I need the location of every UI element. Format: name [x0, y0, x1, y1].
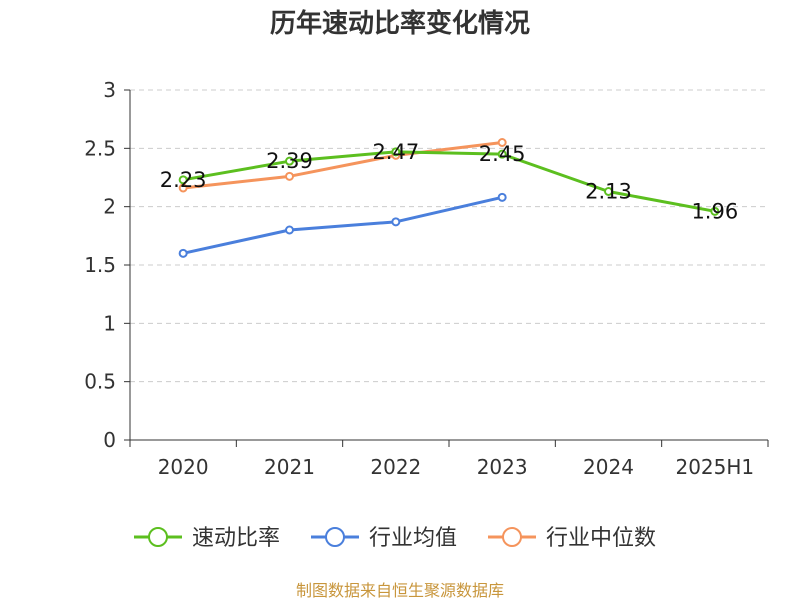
legend-item[interactable]: 行业均值	[311, 526, 457, 551]
data-point	[497, 149, 507, 159]
series-line	[183, 141, 503, 190]
y-tick-label: 3	[103, 78, 116, 102]
source-note: 制图数据来自恒生聚源数据库	[296, 581, 504, 600]
data-label: 2.45	[479, 142, 526, 166]
y-tick-label: 0.5	[84, 370, 116, 394]
data-point	[285, 156, 294, 166]
legend-label: 速动比率	[192, 526, 280, 551]
x-tick-label: 2023	[477, 455, 528, 479]
data-label: 2.47	[372, 140, 419, 164]
data-label: 1.96	[691, 199, 738, 223]
data-label: 2.13	[585, 180, 632, 204]
data-point	[178, 175, 188, 185]
series-layer	[178, 138, 720, 258]
y-tick-label: 1	[103, 311, 116, 335]
legend-marker	[325, 527, 345, 547]
data-point	[497, 192, 507, 202]
legend-item[interactable]: 行业中位数	[488, 526, 656, 551]
data-point	[604, 187, 613, 196]
legend: 速动比率 行业均值 行业中位数	[134, 526, 656, 551]
legend-marker	[148, 527, 168, 547]
y-tick-label: 1.5	[84, 253, 116, 277]
legend-label: 行业中位数	[546, 526, 656, 551]
data-point	[285, 225, 294, 235]
legend-label: 行业均值	[369, 526, 457, 551]
legend-marker	[502, 527, 522, 547]
x-tick-label: 2024	[583, 455, 634, 479]
data-point	[497, 138, 507, 147]
legend-item[interactable]: 速动比率	[134, 526, 280, 551]
series-line	[182, 150, 716, 213]
y-tick-label: 2	[103, 195, 116, 219]
data-label: 2.39	[266, 149, 313, 173]
grid-lines	[130, 89, 768, 383]
data-point	[285, 171, 294, 181]
data-point	[178, 248, 188, 258]
data-point	[178, 183, 188, 193]
x-tick-label: 2022	[370, 455, 421, 479]
x-tick-label: 2021	[264, 455, 315, 479]
chart-title: 历年速动比率变化情况	[270, 8, 530, 39]
data-point	[391, 217, 401, 227]
series-line	[182, 195, 503, 255]
x-tick-label: 2025H1	[675, 455, 754, 479]
axes: 0 0.5 1 1.5 2 2.5 3 2020 2021 2022 2023 2024 2025H1	[84, 78, 769, 479]
data-point	[391, 147, 401, 157]
data-labels: 2.23 2.39 2.47 2.45 2.13 1.96	[160, 140, 738, 224]
data-label: 2.23	[160, 168, 207, 192]
data-point	[710, 206, 720, 216]
y-tick-label: 0	[103, 428, 116, 452]
y-tick-label: 2.5	[84, 136, 116, 160]
x-tick-label: 2020	[158, 455, 209, 479]
